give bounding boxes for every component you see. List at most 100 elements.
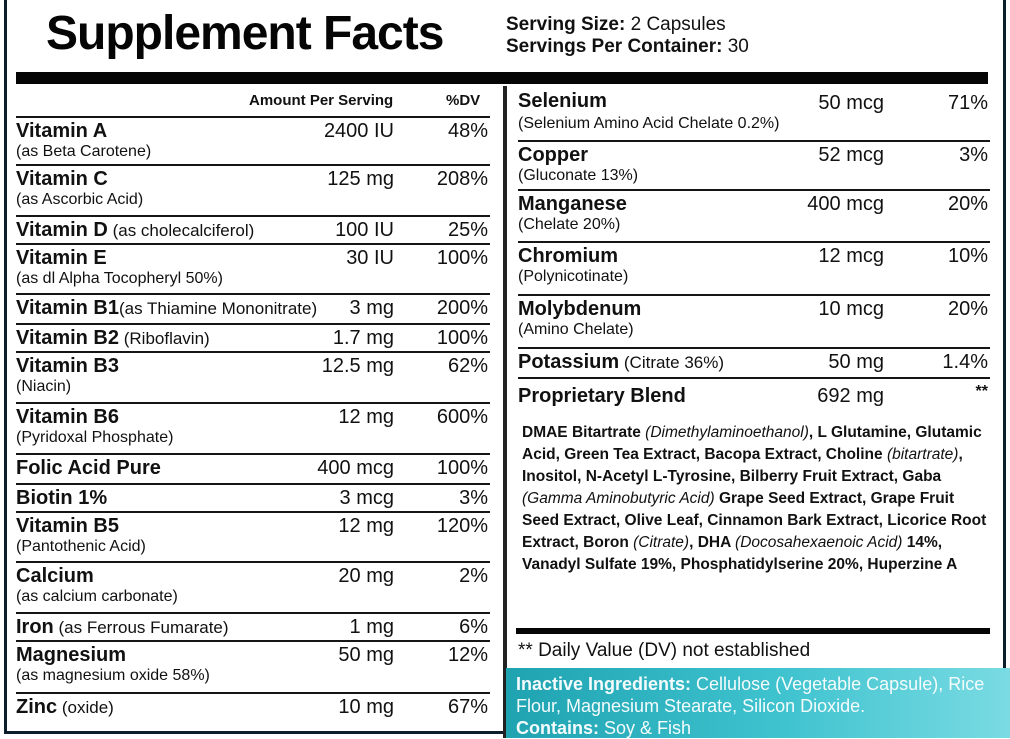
amount-per-serving: 1 mg [349, 616, 394, 638]
nutrient-name-text: Zinc [16, 696, 58, 718]
nutrient-name: Molybdenum [518, 298, 641, 321]
nutrient-form: (Pyridoxal Phosphate) [16, 429, 174, 446]
nutrient-name-text: Vitamin D [16, 219, 108, 241]
right-row: Selenium (Selenium Amino Acid Chelate 0.2… [518, 90, 990, 140]
nutrient-name: Selenium [518, 90, 607, 113]
nutrient-name: Calcium [16, 565, 94, 588]
nutrient-name-text: Proprietary Blend [518, 385, 686, 407]
nutrient-name: Vitamin E [16, 247, 107, 270]
amount-per-serving: 2400 IU [323, 120, 394, 142]
page-title: Supplement Facts [46, 7, 444, 60]
nutrient-name: Vitamin D (as cholecalciferol) [16, 219, 254, 242]
ingredient-form: (Dimethylaminoethanol) [645, 424, 809, 441]
nutrient-name: Vitamin A [16, 120, 107, 143]
nutrient-name-text: Vitamin E [16, 247, 107, 269]
daily-value-percent: 25% [447, 219, 488, 241]
amount-per-serving: 12.5 mg [321, 355, 394, 377]
amount-per-serving: 1.7 mg [332, 327, 394, 349]
nutrient-name: Potassium (Citrate 36%) [518, 351, 724, 374]
amount-per-serving: 50 mg [828, 351, 884, 373]
contains-text: Soy & Fish [599, 718, 692, 738]
nutrient-form: (Niacin) [16, 378, 72, 395]
daily-value-percent: 6% [459, 616, 488, 638]
left-row: Vitamin B6 (Pyridoxal Phosphate) 12 mg 600% [16, 402, 490, 453]
serving-size-label: Serving Size: [506, 14, 626, 35]
nutrient-form: (as calcium carbonate) [16, 588, 178, 605]
left-row: Vitamin E (as dl Alpha Tocopheryl 50%) 30 … [16, 243, 490, 293]
nutrient-name-text: Molybdenum [518, 298, 642, 320]
amount-per-serving: 50 mg [338, 644, 394, 666]
daily-value-percent: 48% [447, 120, 488, 142]
nutrient-name: Folic Acid Pure [16, 457, 161, 480]
nutrient-name-text: Vitamin B2 [16, 327, 119, 349]
nutrient-name-text: Vitamin B1 [16, 297, 119, 319]
amount-per-serving: 3 mcg [339, 487, 394, 509]
header-divider [16, 72, 988, 84]
amount-per-serving: 3 mg [349, 297, 394, 319]
amount-header: Amount Per Serving [249, 92, 394, 109]
nutrient-name: Vitamin B5 [16, 515, 119, 538]
amount-per-serving: 52 mcg [818, 144, 884, 166]
nutrient-form: (Amino Chelate) [518, 321, 634, 338]
ingredient-form: (Docosahexaenoic Acid) [735, 534, 903, 551]
nutrient-name-text: Potassium [518, 351, 620, 373]
nutrient-name-text: Calcium [16, 565, 94, 587]
nutrient-name: Iron (as Ferrous Fumarate) [16, 616, 229, 639]
daily-value-percent: 120% [436, 515, 488, 537]
left-row: Vitamin A (as Beta Carotene) 2400 IU 48% [16, 116, 490, 164]
nutrient-name: Zinc (oxide) [16, 696, 114, 719]
nutrient-name-text: Vitamin B3 [16, 355, 119, 377]
right-row: Proprietary Blend 692 mg ** [518, 377, 990, 417]
daily-value-percent: 20% [947, 298, 988, 320]
daily-value-percent: 62% [447, 355, 488, 377]
nutrient-form: (Gluconate 13%) [518, 167, 639, 184]
nutrient-name: Vitamin B2 (Riboflavin) [16, 327, 210, 350]
servings-per-container-label: Servings Per Container: [506, 36, 723, 57]
nutrient-form: (Citrate 36%) [619, 353, 725, 372]
nutrient-name: Chromium [518, 245, 618, 268]
amount-per-serving: 12 mg [338, 515, 394, 537]
footnote-divider [516, 628, 990, 634]
nutrient-form: (as Thiamine Mononitrate) [119, 299, 318, 318]
nutrient-name: Proprietary Blend [518, 385, 686, 408]
ingredient-form: (Citrate) [633, 534, 690, 551]
left-row: Zinc (oxide) 10 mg 67% [16, 692, 490, 724]
proprietary-blend-ingredients: DMAE Bitartrate (Dimethylaminoethanol) , … [522, 422, 990, 576]
nutrient-name-text: Manganese [518, 193, 627, 215]
servings-per-container: Servings Per Container: 30 [506, 36, 749, 58]
daily-value-percent: ** [975, 383, 988, 400]
daily-value-percent: 1.4% [942, 351, 988, 373]
ingredient-text: DMAE Bitartrate [522, 424, 646, 441]
amount-per-serving: 10 mg [338, 696, 394, 718]
daily-value-percent: 3% [959, 144, 988, 166]
nutrient-form: (Riboflavin) [119, 329, 210, 348]
amount-per-serving: 400 mcg [807, 193, 884, 215]
nutrient-name-text: Vitamin A [16, 120, 108, 142]
nutrient-form: (oxide) [57, 698, 114, 717]
ingredient-form: (Gamma Aminobutyric Acid) [522, 490, 715, 507]
nutrient-name: Biotin 1% [16, 487, 107, 510]
right-row: Molybdenum (Amino Chelate) 10 mcg 20% [518, 294, 990, 347]
ingredient-form: (bitartrate) [886, 446, 959, 463]
left-row: Biotin 1% 3 mcg 3% [16, 483, 490, 511]
ingredient-text: 14%, Vanadyl Sulfate 19%, Phosphatidylse… [522, 534, 958, 573]
contains-label: Contains: [516, 718, 599, 738]
left-row: Magnesium (as magnesium oxide 58%) 50 mg 12… [16, 640, 490, 692]
daily-value-percent: 67% [447, 696, 488, 718]
amount-per-serving: 10 mcg [818, 298, 884, 320]
nutrient-name-text: Selenium [518, 90, 607, 112]
left-row: Folic Acid Pure 400 mcg 100% [16, 453, 490, 483]
amount-per-serving: 12 mg [338, 406, 394, 428]
nutrient-form: (as magnesium oxide 58%) [16, 667, 210, 684]
ingredient-text: Grape Seed Extract, Grape Fruit Seed Ext… [522, 490, 987, 551]
daily-value-percent: 3% [459, 487, 488, 509]
nutrient-name: Vitamin B3 [16, 355, 119, 378]
right-row: Potassium (Citrate 36%) 50 mg 1.4% [518, 347, 990, 377]
ingredient-text: , DHA [689, 534, 736, 551]
amount-per-serving: 30 IU [346, 247, 394, 269]
nutrient-form: (as Ferrous Fumarate) [53, 618, 229, 637]
left-nutrient-table: Vitamin A (as Beta Carotene) 2400 IU 48% Vit… [16, 116, 490, 724]
nutrient-name-text: Vitamin B6 [16, 406, 119, 428]
right-row: Chromium (Polynicotinate) 12 mcg 10% [518, 241, 990, 294]
dv-footnote: ** Daily Value (DV) not established [518, 640, 811, 661]
